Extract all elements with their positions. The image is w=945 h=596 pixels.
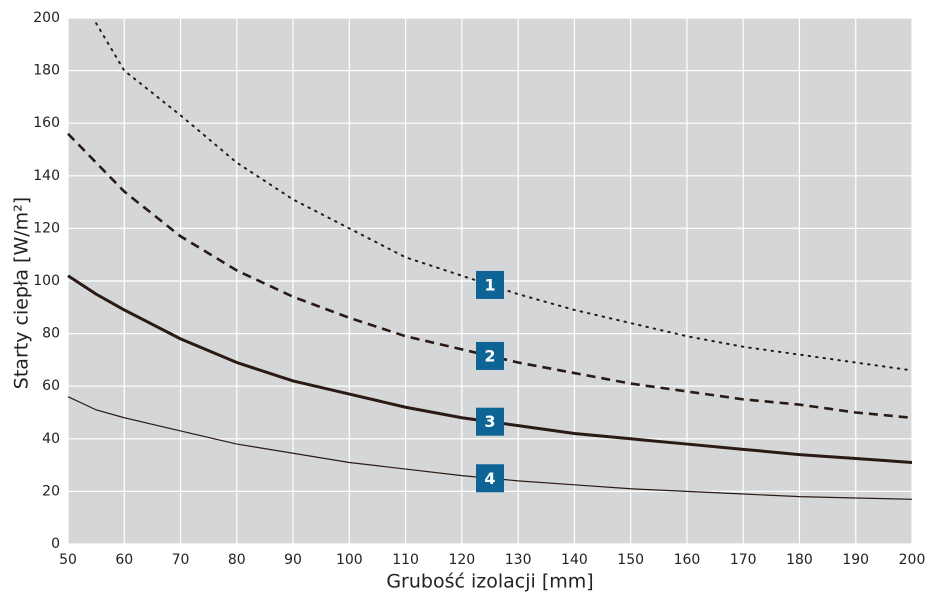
series-label: 1 [476, 270, 504, 299]
x-tick-label: 130 [505, 552, 532, 568]
y-tick-label: 180 [33, 63, 60, 79]
series-label: 3 [476, 407, 504, 436]
series-line [67, 132, 913, 420]
label-box [476, 270, 504, 299]
series-line [67, 396, 913, 500]
y-tick-label: 40 [42, 431, 60, 447]
series-line [95, 22, 913, 372]
x-axis-label: Grubość izolacji [mm] [386, 571, 593, 593]
legend-label: 4 [484, 469, 495, 488]
y-tick-label: 140 [33, 168, 60, 184]
x-tick-label: 70 [172, 552, 190, 568]
x-tick-label: 160 [674, 552, 701, 568]
x-tick-label: 150 [617, 552, 644, 568]
y-tick-label: 120 [33, 220, 60, 236]
y-axis-label: Starty ciepła [W/m²] [11, 197, 33, 389]
y-tick-label: 100 [33, 273, 60, 289]
x-tick-label: 110 [392, 552, 419, 568]
label-box [476, 341, 504, 370]
y-tick-label: 200 [33, 10, 60, 26]
series-label: 4 [476, 464, 504, 493]
y-tick-label: 20 [42, 483, 60, 499]
y-tick-label: 160 [33, 115, 60, 131]
series-line [67, 274, 913, 464]
x-tick-label: 80 [228, 552, 246, 568]
y-tick-label: 80 [42, 326, 60, 342]
x-tick-label: 190 [842, 552, 869, 568]
legend-label: 3 [484, 412, 495, 431]
y-tick-label: 0 [51, 536, 60, 552]
x-tick-label: 140 [561, 552, 588, 568]
series-label: 2 [476, 341, 504, 370]
x-tick-label: 100 [336, 552, 363, 568]
legend-label: 1 [484, 275, 495, 294]
x-tick-label: 60 [115, 552, 133, 568]
x-tick-label: 50 [59, 552, 77, 568]
label-box [476, 464, 504, 493]
x-tick-label: 120 [448, 552, 475, 568]
legend-label: 2 [484, 346, 495, 365]
y-tick-label: 60 [42, 378, 60, 394]
x-tick-label: 180 [786, 552, 813, 568]
x-tick-label: 200 [899, 552, 926, 568]
x-tick-label: 90 [284, 552, 302, 568]
x-tick-label: 170 [730, 552, 757, 568]
label-box [476, 407, 504, 436]
